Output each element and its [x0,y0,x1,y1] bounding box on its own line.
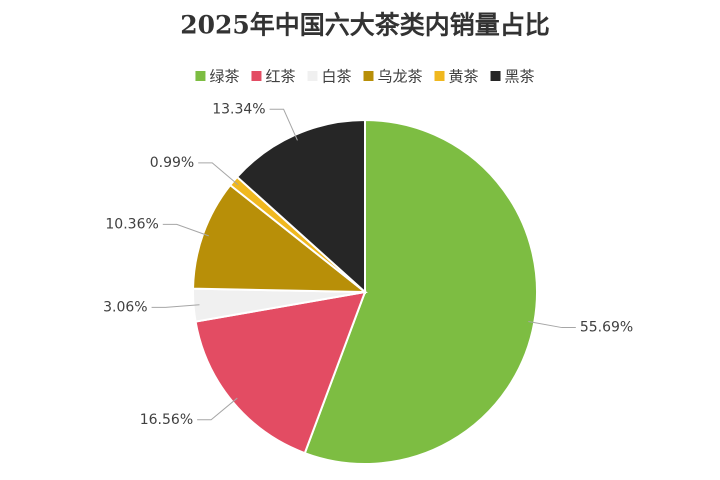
data-label: 16.56% [140,412,193,428]
legend-marker [363,71,374,81]
leader-line [197,397,238,421]
legend-label: 乌龙茶 [378,68,423,86]
data-label: 55.69% [580,320,633,336]
leader-line [151,304,200,308]
leader-line [528,321,576,329]
legend-marker [307,71,318,81]
leader-line [269,108,298,141]
legend-label: 黑茶 [505,68,535,86]
legend-marker [434,71,445,81]
legend-label: 黄茶 [449,68,479,86]
legend: 绿茶 红茶 白茶 乌龙茶 黄茶 黑茶 [195,68,535,86]
legend-label: 绿茶 [209,68,239,86]
leader-line [162,223,209,237]
legend-label: 白茶 [321,68,351,86]
legend-marker [251,71,262,81]
data-label: 10.36% [105,216,158,232]
chart-title: 2025年中国六大茶类内销量占比 [180,11,550,40]
data-label: 3.06% [103,299,147,315]
legend-label: 红茶 [265,68,295,86]
data-label: 13.34% [212,101,265,117]
legend-marker [195,71,206,81]
data-label: 0.99% [150,155,194,171]
legend-marker [490,71,501,81]
leader-line [198,162,239,186]
